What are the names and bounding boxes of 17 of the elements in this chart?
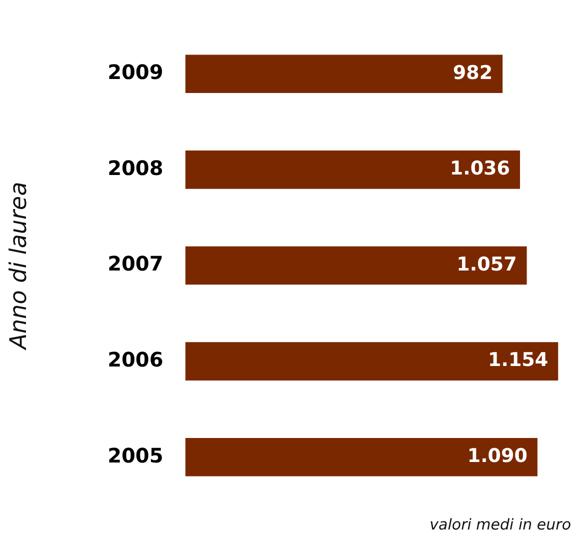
y-tick-label: 2008 [108, 156, 164, 180]
y-tick-label: 2007 [108, 252, 164, 276]
data-label: 1.057 [456, 253, 517, 276]
bar [185, 246, 527, 285]
y-axis-title: Anno di laurea [6, 182, 32, 352]
data-label: 1.154 [488, 349, 548, 372]
data-label: 982 [452, 62, 493, 84]
y-tick-label: 2005 [108, 443, 164, 468]
bar [185, 438, 538, 476]
bar [185, 150, 520, 189]
data-label: 1.036 [450, 158, 510, 180]
text: valori medi in euro [430, 515, 571, 534]
data-label: 1.090 [467, 445, 528, 468]
y-tick-label: 2006 [108, 348, 164, 372]
y-tick-label: 2009 [108, 60, 164, 84]
bar [185, 342, 558, 380]
bar [185, 54, 503, 94]
